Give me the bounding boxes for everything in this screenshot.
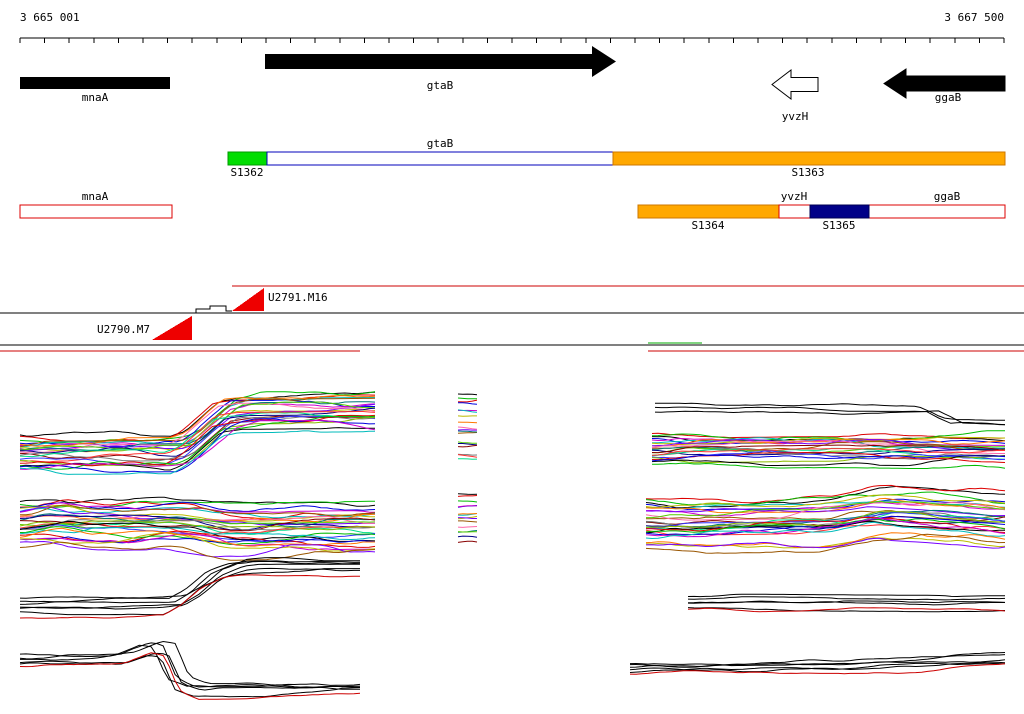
segment-S1365[interactable] [809, 204, 870, 219]
gene-label-mnaA: mnaA [81, 91, 109, 104]
ruler-start-label: 3 665 001 [20, 11, 80, 24]
segment-label-S1364: S1364 [691, 219, 725, 232]
segment-label-gtaB: gtaB [426, 137, 454, 150]
segment-label-yvzH: yvzH [780, 190, 808, 203]
step-marks [195, 305, 232, 313]
expression-cluster-panel1-mid [457, 393, 478, 460]
segment-label-S1365: S1365 [822, 219, 856, 232]
gene-ggaB[interactable] [883, 68, 1006, 99]
segment-S1363[interactable] [612, 151, 1006, 166]
segment-gtaB[interactable] [266, 151, 614, 166]
gene-label-gtaB: gtaB [426, 79, 454, 92]
expression-cluster-panel4-right [629, 652, 1006, 675]
expression-cluster-panel2-mid [457, 493, 478, 543]
ruler-end-label: 3 667 500 [944, 11, 1004, 24]
expression-cluster-panel4-left [19, 640, 361, 700]
segment-label-mnaA: mnaA [81, 190, 109, 203]
segment-mnaA[interactable] [19, 204, 173, 219]
segment-S1364[interactable] [637, 204, 780, 219]
segment-label-S1363: S1363 [791, 166, 825, 179]
feature-shift-U2790.M7 [152, 316, 192, 340]
segment-S1362[interactable] [227, 151, 268, 166]
gene-label-ggaB: ggaB [934, 91, 962, 104]
expression-cluster-panel1-right [651, 430, 1006, 469]
expression-cluster-panel1-right-top [654, 402, 1006, 426]
coordinate-ruler [19, 37, 1005, 43]
feature-shift-U2791.M16 [232, 288, 264, 311]
expression-cluster-panel3-left [19, 557, 361, 619]
expression-cluster-panel3-right [687, 593, 1006, 613]
feature-label-U2791-M16: U2791.M16 [268, 291, 328, 304]
expression-cluster-panel1-left [19, 391, 376, 475]
gene-gtaB[interactable] [265, 46, 616, 77]
prediction-track [0, 285, 1024, 352]
feature-label-U2790-M7: U2790.M7 [97, 323, 150, 336]
gene-mnaA[interactable] [20, 77, 170, 89]
expression-cluster-panel2-right [645, 484, 1006, 554]
segment-label-S1362: S1362 [230, 166, 264, 179]
gene-label-yvzH: yvzH [781, 110, 809, 123]
gene-yvzH[interactable] [771, 68, 819, 101]
segment-label-ggaB: ggaB [933, 190, 961, 203]
expression-cluster-panel2-left [19, 496, 376, 561]
